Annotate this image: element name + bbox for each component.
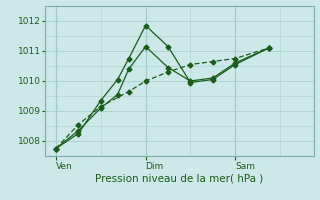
X-axis label: Pression niveau de la mer( hPa ): Pression niveau de la mer( hPa ) [95, 173, 263, 183]
